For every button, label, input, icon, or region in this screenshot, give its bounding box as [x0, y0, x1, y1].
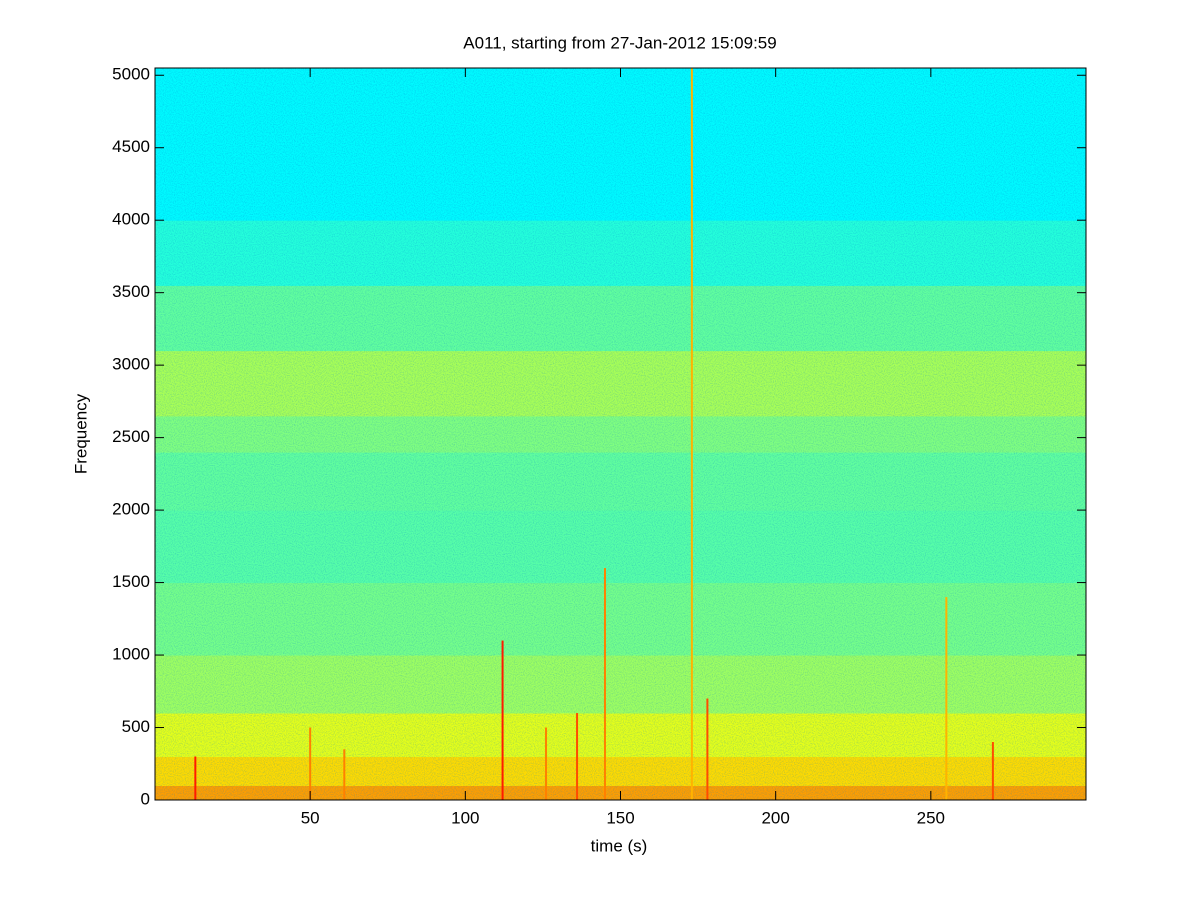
event-streak	[545, 727, 548, 800]
x-tick-label: 150	[606, 808, 634, 827]
y-tick-label: 3000	[112, 355, 150, 374]
event-streak	[603, 568, 606, 800]
event-streak	[706, 698, 709, 800]
event-streak	[194, 756, 197, 800]
x-tick-label: 200	[761, 808, 789, 827]
event-streak	[991, 742, 994, 800]
event-streak	[501, 640, 504, 800]
x-tick-label: 250	[917, 808, 945, 827]
y-tick-label: 500	[122, 717, 150, 736]
noise-texture	[155, 68, 1086, 800]
y-tick-label: 4000	[112, 210, 150, 229]
event-streak	[343, 749, 346, 800]
x-axis-label: time (s)	[591, 836, 648, 855]
x-tick-label: 100	[451, 808, 479, 827]
y-tick-label: 3500	[112, 282, 150, 301]
y-tick-label: 1500	[112, 572, 150, 591]
event-streak	[690, 68, 693, 800]
y-tick-label: 5000	[112, 65, 150, 84]
event-streak	[576, 713, 579, 800]
y-tick-label: 0	[141, 789, 150, 808]
y-tick-label: 2000	[112, 500, 150, 519]
y-tick-label: 4500	[112, 137, 150, 156]
event-streak	[309, 727, 312, 800]
axes: 50 100 150 200 25005001000150020002500300035…	[112, 65, 1087, 827]
event-streak	[945, 597, 948, 800]
chart-title: A011, starting from 27-Jan-2012 15:09:59	[463, 33, 776, 52]
plot-area	[155, 68, 1086, 800]
y-axis-label: Frequency	[71, 393, 90, 474]
y-tick-label: 2500	[112, 427, 150, 446]
y-tick-label: 1000	[112, 645, 150, 664]
x-tick-label: 50	[301, 808, 320, 827]
